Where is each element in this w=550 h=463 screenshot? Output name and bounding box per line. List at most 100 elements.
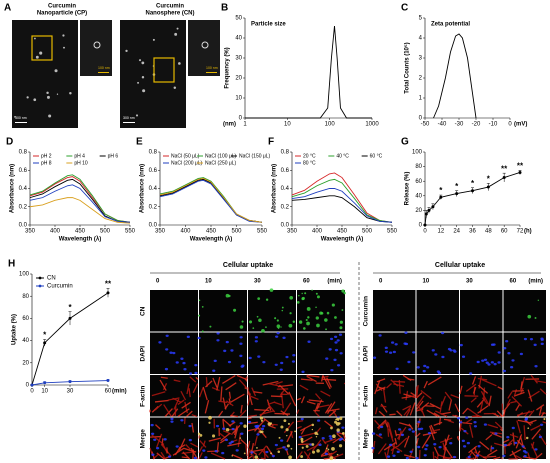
nucleus	[389, 351, 393, 354]
actin-fiber	[456, 436, 460, 441]
nucleus	[204, 456, 208, 459]
micrograph-cell	[373, 290, 416, 332]
nucleus	[334, 335, 338, 339]
y-tick-label: 0.0	[281, 223, 290, 229]
actin-fiber	[477, 384, 489, 394]
nucleus	[540, 342, 544, 346]
legend-label: pH 8	[41, 160, 52, 166]
nucleus	[466, 441, 470, 445]
y-tick-label: 5	[419, 16, 423, 22]
particle	[176, 27, 179, 30]
actin-fiber	[195, 376, 199, 380]
significance: **	[517, 161, 524, 170]
uptake-signal	[316, 449, 320, 453]
actin-fiber	[300, 424, 313, 432]
actin-fiber	[434, 410, 448, 418]
nucleus	[182, 361, 186, 365]
actin-fiber	[462, 422, 473, 425]
nucleus	[338, 333, 343, 336]
panel-label: D	[6, 137, 13, 148]
actin-fiber	[257, 427, 262, 435]
nucleus	[483, 358, 488, 362]
uptake-signal	[306, 307, 311, 311]
x-tick-label: 60	[105, 389, 112, 395]
actin-fiber	[375, 433, 383, 439]
actin-fiber	[396, 437, 408, 448]
particle	[69, 91, 72, 95]
nucleus	[503, 443, 508, 447]
nucleus	[538, 435, 543, 439]
y-tick-label: 0	[419, 116, 423, 122]
uptake-signal	[311, 423, 315, 427]
x-tick-label: 500	[362, 229, 373, 235]
actin-fiber	[405, 408, 411, 417]
legend-label: 60 °C	[370, 153, 383, 159]
actin-fiber	[497, 386, 503, 390]
legend-label: 80 °C	[303, 160, 316, 166]
actin-fiber	[296, 451, 303, 460]
actin-fiber	[205, 380, 213, 388]
point	[455, 192, 459, 196]
x-tick-label: 0	[508, 122, 512, 128]
nucleus	[378, 433, 382, 436]
actin-fiber	[268, 424, 276, 429]
x-unit: (min)	[112, 389, 127, 395]
grid-unit: (min)	[528, 279, 543, 285]
nucleus	[384, 346, 388, 350]
actin-fiber	[470, 397, 477, 403]
image-title: Curcumin	[48, 4, 76, 10]
actin-fiber	[380, 403, 388, 413]
uptake-signal	[270, 452, 273, 455]
micrograph-cell	[460, 417, 503, 459]
nucleus	[298, 435, 302, 439]
actin-fiber	[222, 375, 236, 385]
actin-fiber	[372, 440, 376, 454]
nucleus	[193, 456, 197, 460]
x-tick-label: 12	[437, 229, 444, 235]
actin-fiber	[299, 384, 309, 391]
nucleus	[404, 331, 408, 334]
point	[439, 195, 443, 199]
nucleus	[507, 352, 511, 355]
series-line	[159, 178, 263, 223]
uptake-signal	[243, 424, 247, 428]
x-tick-label: 500	[231, 229, 242, 235]
x-tick-label: 550	[387, 229, 398, 235]
actin-fiber	[163, 404, 172, 417]
actin-fiber	[286, 430, 293, 443]
point	[43, 381, 47, 385]
point	[471, 189, 474, 193]
actin-fiber	[268, 383, 282, 387]
y-tick-label: 0.8	[149, 150, 158, 156]
actin-fiber	[515, 403, 521, 411]
x-tick-label: 36	[469, 229, 476, 235]
nucleus	[169, 351, 173, 354]
nucleus	[231, 420, 235, 423]
scale-bar	[98, 72, 109, 73]
uptake-signal	[334, 316, 337, 319]
legend-label: NaCl (100 μL)	[205, 153, 237, 159]
uptake-signal	[289, 295, 294, 300]
actin-fiber	[485, 434, 493, 441]
actin-fiber	[471, 376, 477, 385]
column-label: 30	[466, 279, 473, 285]
nucleus	[502, 454, 506, 458]
actin-fiber	[535, 380, 547, 384]
particle	[141, 61, 145, 65]
series-line	[291, 188, 393, 223]
series-line	[29, 184, 131, 223]
nucleus	[397, 428, 402, 431]
actin-fiber	[247, 393, 252, 406]
uptake-signal	[311, 289, 313, 291]
x-tick-label: 450	[337, 229, 348, 235]
nucleus	[212, 369, 216, 372]
nucleus	[213, 359, 217, 363]
uptake-signal	[283, 419, 287, 423]
series-line	[291, 172, 393, 223]
uptake-signal	[306, 321, 310, 326]
nucleus	[260, 427, 265, 431]
legend-label: 40 °C	[336, 153, 349, 159]
nucleus	[291, 360, 296, 363]
nucleus	[282, 446, 286, 449]
x-unit: (h)	[524, 229, 532, 235]
